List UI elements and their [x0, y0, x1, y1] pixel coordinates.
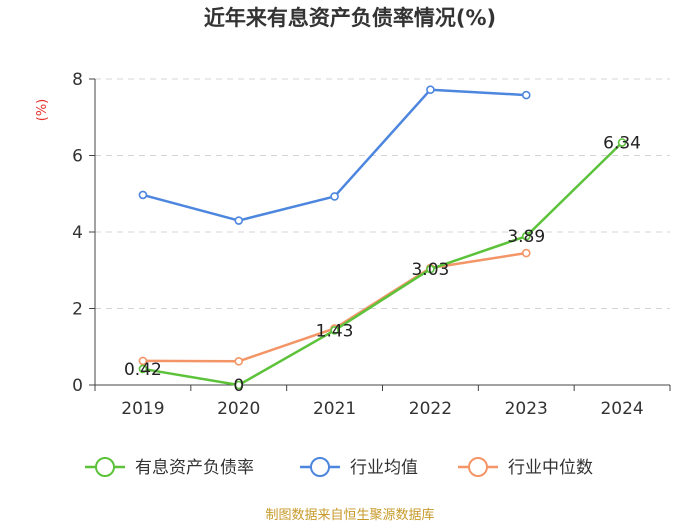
data-point — [138, 190, 148, 200]
data-point — [234, 216, 244, 225]
legend-marker — [310, 457, 330, 477]
x-tick-label: 2019 — [121, 399, 164, 419]
x-tick-label: 2021 — [313, 399, 356, 419]
grid-lines — [95, 78, 670, 309]
data-label: 3.89 — [507, 227, 545, 247]
data-point — [426, 264, 435, 274]
data-label: 6.34 — [603, 133, 641, 153]
data-point — [521, 248, 531, 258]
series-line-1 — [142, 88, 527, 222]
x-tick-label: 2023 — [505, 399, 548, 419]
y-tick-label: 6 — [72, 147, 83, 167]
legend-marker — [95, 457, 115, 477]
data-labels: 0.42 0 1.43 3.03 3.89 6.34 — [124, 133, 641, 396]
y-unit-label: (%) — [35, 99, 50, 122]
y-tick-label: 4 — [72, 223, 83, 243]
data-point — [426, 85, 435, 95]
legend-label: 有息资产负债率 — [135, 458, 254, 478]
series-layer — [138, 85, 627, 390]
y-tick-label: 8 — [72, 70, 83, 90]
legend[interactable]: 有息资产负债率 行业均值 行业中位数 — [85, 457, 593, 478]
data-point — [521, 90, 531, 100]
legend-item[interactable]: 有息资产负债率 — [85, 457, 254, 478]
source-note: 制图数据来自恒生聚源数据库 — [265, 507, 434, 523]
y-tick-label: 2 — [72, 300, 83, 320]
data-label: 3.03 — [411, 260, 449, 280]
legend-item[interactable]: 行业均值 — [300, 457, 418, 478]
axes: 0 2 4 6 8 2019 2020 2021 2022 2023 2024 — [72, 70, 671, 419]
data-point — [330, 192, 339, 201]
data-label: 0.42 — [124, 360, 162, 380]
legend-label: 行业均值 — [350, 458, 418, 478]
x-tick-label: 2020 — [217, 399, 260, 419]
chart-title: 近年来有息资产负债率情况(%) — [204, 6, 496, 30]
data-point — [234, 356, 244, 366]
data-point — [330, 326, 339, 335]
y-tick-label: 0 — [72, 376, 83, 396]
legend-item[interactable]: 行业中位数 — [458, 457, 593, 478]
data-label: 0 — [233, 376, 244, 396]
series-line-2 — [142, 251, 527, 363]
data-point — [138, 364, 148, 374]
data-label: 1.43 — [316, 321, 354, 341]
data-point — [138, 356, 148, 366]
x-tick-label: 2024 — [600, 399, 643, 419]
data-point — [234, 380, 244, 390]
series-line-0 — [142, 141, 623, 387]
data-point — [617, 138, 627, 147]
x-tick-label: 2022 — [409, 399, 452, 419]
legend-label: 行业中位数 — [508, 458, 593, 478]
legend-marker — [468, 457, 488, 477]
data-point — [521, 231, 531, 241]
